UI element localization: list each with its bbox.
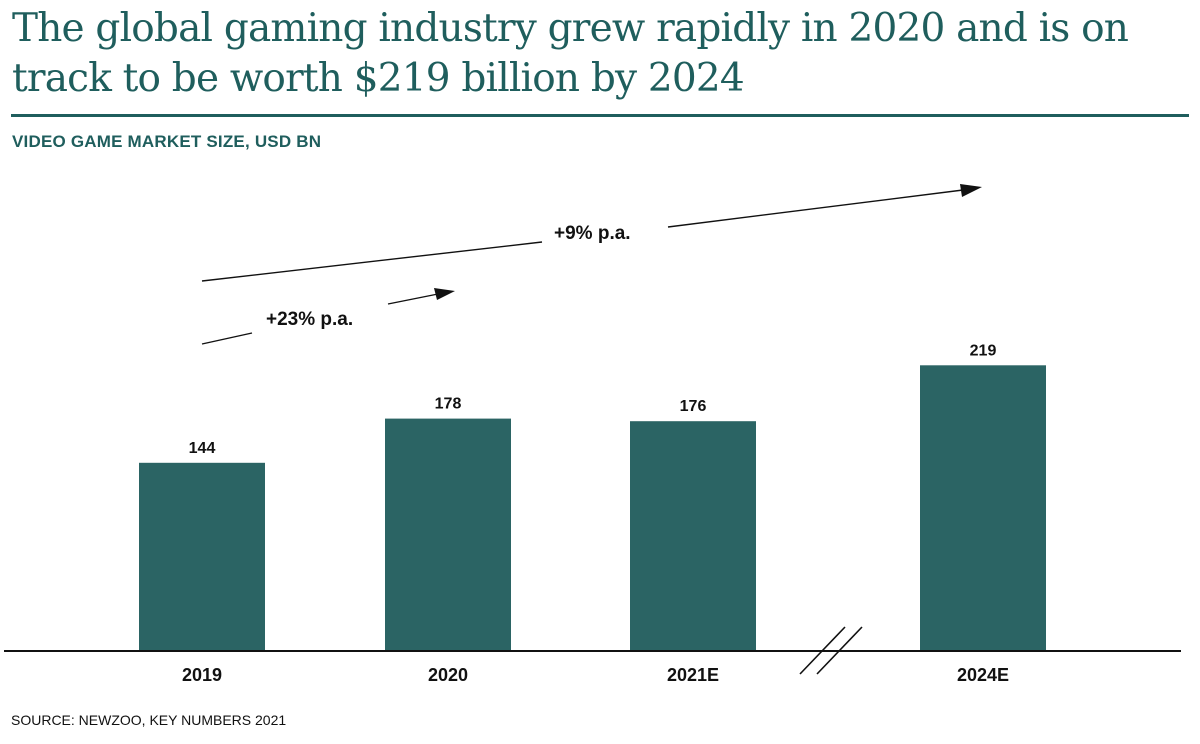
data-label-2024e: 219 (970, 342, 997, 359)
data-label-2020: 178 (435, 396, 462, 413)
x-tick-label-2024e: 2024E (957, 665, 1009, 685)
axis-break-icon (799, 626, 863, 675)
annotation-cagr-short: +23% p.a. (201, 288, 455, 345)
chart-subtitle: VIDEO GAME MARKET SIZE, USD BN (12, 132, 322, 151)
bar-2020 (385, 418, 511, 650)
arrowhead-icon (960, 184, 982, 197)
annotation-label-short: +23% p.a. (266, 309, 353, 330)
annotation-arrow-short-right (387, 293, 439, 305)
x-tick-label-2019: 2019 (182, 665, 222, 685)
bar-2021e (630, 421, 756, 650)
data-label-2021e: 176 (680, 398, 707, 415)
bar-2019 (139, 462, 265, 650)
chart-title: The global gaming industry grew rapidly … (12, 6, 1129, 101)
x-tick-label-2021e: 2021E (667, 665, 719, 685)
data-label-2019: 144 (189, 440, 216, 457)
source-note: SOURCE: NEWZOO, KEY NUMBERS 2021 (11, 712, 287, 728)
annotation-line-short-left (201, 332, 253, 345)
bar-2024e (920, 365, 1046, 650)
annotation-arrow-long-right (667, 189, 964, 228)
annotation-label-long: +9% p.a. (554, 223, 631, 244)
x-tick-label-2020: 2020 (428, 665, 468, 685)
annotation-line-long-left (201, 241, 543, 282)
title-divider (11, 114, 1189, 117)
bars-layer: 144 2019 178 2020 176 2021E 219 2024E (139, 342, 1046, 685)
arrowhead-icon (434, 288, 455, 300)
annotation-cagr-long: +9% p.a. (201, 184, 982, 282)
